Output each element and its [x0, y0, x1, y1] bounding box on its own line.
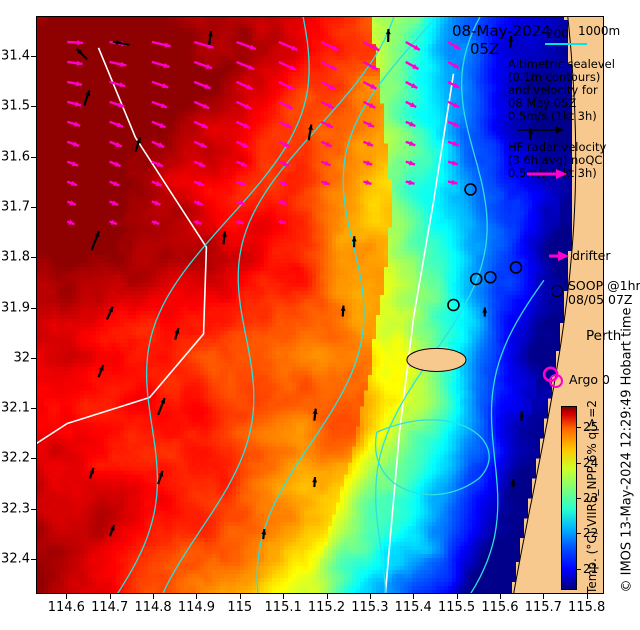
y-axis-tick-label: 31.8: [1, 249, 30, 265]
y-axis-tick: [31, 508, 36, 510]
y-axis-tick: [31, 106, 36, 108]
colorbar-tick: [577, 498, 581, 499]
legend-hfradar-arrow-icon: [527, 169, 567, 179]
legend-altimetry-line-3: 08 May 05Z: [508, 96, 577, 110]
y-axis-tick: [31, 458, 36, 460]
colorbar-tick: [577, 568, 581, 570]
x-axis-tick-label: 114.9: [177, 600, 216, 615]
colorbar-tick-label: 25: [583, 420, 599, 435]
x-axis-tick-label: 115.6: [481, 600, 519, 615]
x-axis-tick: [109, 594, 111, 599]
y-axis-tick-label: 32.4: [1, 551, 30, 567]
y-axis-tick-label: 31.4: [1, 48, 30, 64]
x-axis-tick: [283, 594, 285, 599]
scalebar-label-200: 200: [546, 27, 569, 41]
colorbar-tick: [577, 427, 581, 429]
sst-heatmap: [36, 16, 604, 594]
x-axis-tick: [196, 594, 198, 599]
x-axis-tick-label: 115.2: [307, 600, 346, 615]
y-axis-tick: [31, 357, 36, 359]
y-axis-tick: [31, 206, 36, 208]
legend-altimetry-line-4: 0.5m/s (1kt 3h): [508, 109, 597, 123]
hf-radar-velocity-arrows: [66, 39, 461, 226]
x-axis-tick: [413, 594, 415, 599]
drifter-legend-label: drifter: [572, 248, 611, 263]
city-label-perth: Perth: [586, 328, 622, 344]
x-axis-tick: [369, 594, 371, 599]
colorbar-tick-label: 23: [583, 491, 599, 505]
coastline: [406, 16, 577, 594]
y-axis-tick-label: 31.7: [1, 199, 30, 215]
x-axis-tick: [239, 594, 241, 599]
copyright-label: © IMOS 13-May-2024 12:29:49 Hobart time: [619, 307, 635, 593]
date-label-line2: 05Z: [470, 40, 500, 58]
x-axis-tick: [66, 594, 68, 599]
y-axis-tick-label: 31.6: [1, 149, 30, 165]
x-axis-tick-label: 114.8: [134, 600, 172, 615]
white-contour-lines: [36, 47, 455, 594]
colorbar-title: Temp. (°C) VIIRS_NPP 6% q|>=2: [585, 400, 599, 594]
argo-marker-icon: [549, 374, 563, 388]
x-axis-tick: [586, 594, 588, 599]
colorbar-tick: [577, 462, 581, 464]
soop-legend-label-2: 08/05 07Z: [568, 292, 633, 307]
colorbar-tick-label: 22: [583, 526, 599, 541]
x-axis-tick-label: 115.1: [264, 600, 302, 615]
legend-hfradar-line-0: HF radar velocity: [508, 140, 607, 154]
x-axis-tick: [543, 594, 545, 599]
temperature-colorbar: [561, 406, 577, 590]
colorbar-tick-label: 24: [583, 455, 599, 470]
y-axis-tick: [31, 56, 36, 58]
y-axis: 31.4 31.5 31.6 31.7 31.8 31.9 32 32.1 32.2 32.3 32…: [0, 0, 36, 630]
scalebar-label-1000: 1000m: [578, 24, 621, 38]
date-label-line1: 08-May-2024: [452, 22, 551, 40]
y-axis-tick-label: 31.5: [1, 98, 30, 114]
legend-altimetry-arrow-icon: [518, 126, 564, 134]
x-axis-tick-label: 114.7: [91, 600, 129, 615]
x-axis-tick: [326, 594, 328, 599]
y-axis-tick-label: 32: [13, 350, 30, 366]
x-axis-tick: [153, 594, 155, 599]
soop-marker-icon: [551, 285, 563, 297]
scalebar-line: [545, 43, 587, 45]
y-axis-tick: [31, 156, 36, 158]
legend-altimetry-line-0: Altimetric sealevel: [508, 57, 615, 71]
y-axis-tick: [31, 408, 36, 410]
colorbar-tick: [577, 533, 581, 535]
legend-altimetry-line-2: and velocity for: [508, 83, 598, 97]
y-axis-tick-label: 32.1: [1, 400, 30, 416]
x-axis-tick: [456, 594, 458, 599]
y-axis-tick: [31, 558, 36, 560]
x-axis-tick-label: 115.3: [351, 600, 389, 615]
argo-legend-label: Argo 0: [569, 372, 610, 387]
y-axis-tick-label: 31.9: [1, 300, 30, 315]
x-axis-tick-label: 115.7: [524, 600, 562, 615]
x-axis-tick: [499, 594, 501, 599]
y-axis-tick: [31, 307, 36, 309]
sealevel-contour-lines: [116, 16, 545, 594]
altimetric-velocity-arrows: [75, 28, 534, 540]
map-overlay: [36, 16, 577, 594]
drifter-arrow-icon: [549, 251, 569, 261]
x-axis-tick-label: 115: [227, 600, 253, 615]
x-axis-tick-label: 114.6: [47, 600, 85, 615]
y-axis-tick: [31, 257, 36, 259]
y-axis-tick-label: 32.2: [1, 450, 30, 466]
x-axis-tick-label: 115.4: [394, 600, 432, 615]
legend-hfradar-line-1: (3 6h avg) noQC: [508, 153, 603, 167]
x-axis-tick-label: 115.8: [568, 600, 606, 615]
x-axis-tick-label: 115.5: [437, 600, 476, 615]
y-axis-tick-label: 32.3: [1, 501, 30, 517]
legend-altimetry-line-1: (0.1m contours): [508, 70, 601, 84]
soop-legend-label-1: SOOP @1hr: [568, 278, 640, 293]
colorbar-tick-label: 21: [583, 561, 599, 576]
sst-map-panel[interactable]: [36, 16, 604, 594]
